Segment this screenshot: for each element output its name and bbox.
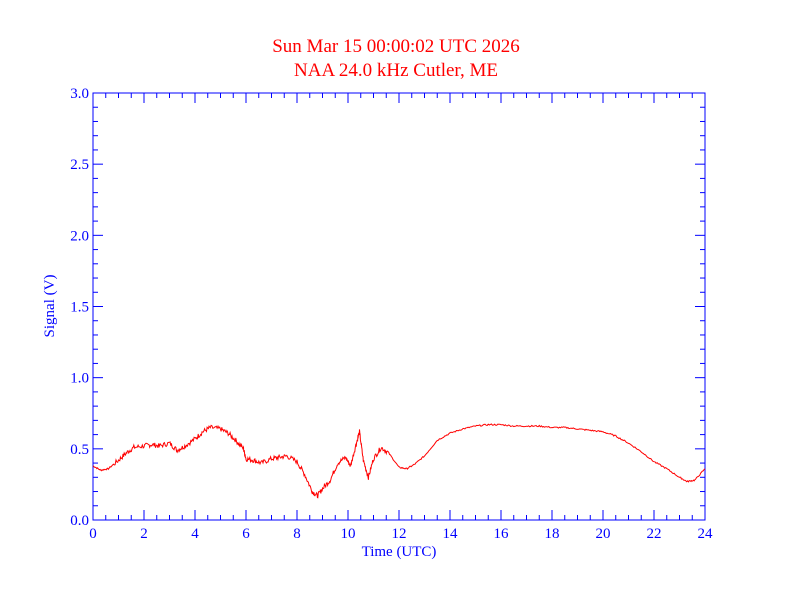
y-tick-label: 1.0	[70, 371, 89, 387]
x-tick-label: 8	[293, 526, 301, 542]
x-tick-label: 14	[443, 526, 459, 542]
y-tick-label: 0.0	[70, 513, 89, 529]
x-axis-label: Time (UTC)	[362, 544, 437, 560]
y-tick-label: 1.5	[70, 300, 89, 316]
signal-series-line	[92, 423, 706, 499]
axis-ticks	[92, 92, 706, 521]
y-tick-label: 2.5	[70, 157, 89, 173]
chart-title: Sun Mar 15 00:00:02 UTC 2026	[272, 36, 520, 57]
y-tick-label: 0.5	[70, 442, 89, 458]
x-tick-label: 10	[341, 526, 356, 542]
x-tick-label: 12	[392, 526, 407, 542]
plot-frame	[92, 92, 706, 521]
x-tick-label: 24	[698, 526, 714, 542]
axis-tick-labels: 0 2 4 6 8 10 12 14 16 18 20 22 240.00.51.01.52.02.53…	[70, 86, 713, 542]
y-tick-label: 3.0	[70, 86, 89, 102]
chart-subtitle: NAA 24.0 kHz Cutler, ME	[294, 60, 498, 81]
x-tick-label: 22	[647, 526, 662, 542]
y-axis-label: Signal (V)	[42, 275, 58, 338]
x-tick-label: 4	[191, 526, 199, 542]
x-tick-label: 2	[140, 526, 148, 542]
x-tick-label: 0	[89, 526, 97, 542]
x-tick-label: 16	[494, 526, 510, 542]
x-tick-label: 20	[596, 526, 611, 542]
x-tick-label: 6	[242, 526, 250, 542]
x-tick-label: 18	[545, 526, 560, 542]
y-tick-label: 2.0	[70, 228, 89, 244]
